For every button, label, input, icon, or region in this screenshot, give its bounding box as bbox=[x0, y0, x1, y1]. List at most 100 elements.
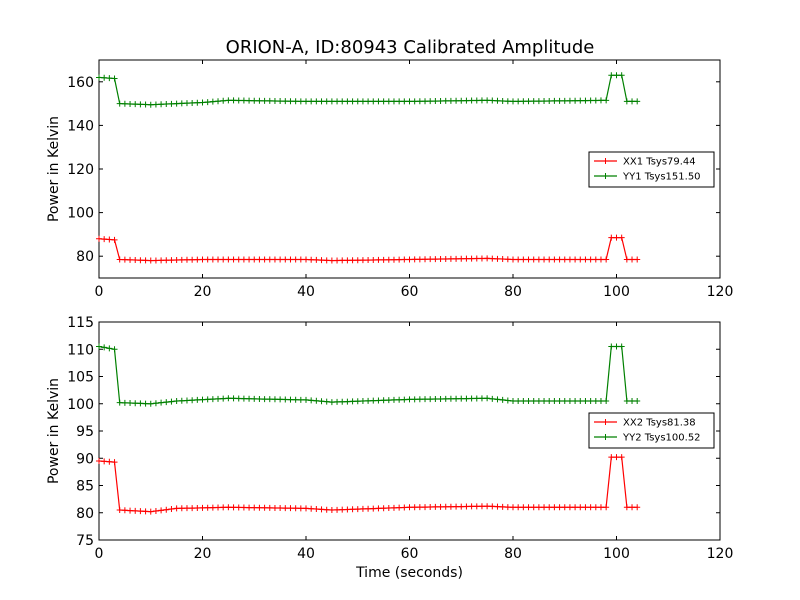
data-point bbox=[458, 503, 465, 510]
data-point bbox=[489, 503, 496, 510]
y-tick-label: 85 bbox=[76, 479, 94, 495]
data-point bbox=[266, 97, 273, 104]
data-point bbox=[96, 74, 102, 81]
data-point bbox=[344, 398, 351, 405]
data-point bbox=[230, 256, 237, 263]
data-point bbox=[406, 504, 413, 511]
data-point bbox=[359, 98, 366, 105]
data-point bbox=[422, 98, 429, 105]
data-point bbox=[577, 504, 584, 511]
data-point bbox=[127, 256, 134, 263]
data-point bbox=[168, 100, 175, 107]
data-point bbox=[587, 97, 594, 104]
data-point bbox=[406, 256, 413, 263]
data-point bbox=[427, 98, 434, 105]
data-point bbox=[375, 98, 382, 105]
data-point bbox=[292, 396, 299, 403]
data-point bbox=[530, 504, 537, 511]
data-point bbox=[359, 505, 366, 512]
data-point bbox=[287, 396, 294, 403]
x-tick-label: 100 bbox=[603, 284, 630, 300]
data-point bbox=[235, 256, 242, 263]
data-point bbox=[566, 256, 573, 263]
data-point bbox=[390, 504, 397, 511]
data-point bbox=[287, 256, 294, 263]
data-point bbox=[468, 395, 475, 402]
data-point bbox=[370, 505, 377, 512]
data-point bbox=[597, 97, 604, 104]
data-point bbox=[525, 504, 532, 511]
data-point bbox=[623, 504, 630, 511]
data-point bbox=[303, 396, 309, 403]
data-point bbox=[365, 98, 372, 105]
data-point bbox=[101, 458, 108, 465]
x-tick-label: 120 bbox=[707, 546, 734, 562]
data-point bbox=[152, 257, 159, 264]
data-point bbox=[271, 504, 278, 511]
data-point bbox=[396, 98, 403, 105]
data-point bbox=[390, 396, 397, 403]
data-point bbox=[313, 506, 320, 513]
data-point bbox=[396, 504, 403, 511]
data-point bbox=[246, 256, 253, 263]
x-tick-label: 40 bbox=[297, 546, 315, 562]
data-point bbox=[308, 505, 315, 512]
data-point bbox=[163, 257, 170, 264]
data-point bbox=[385, 397, 392, 404]
data-point bbox=[354, 98, 361, 105]
data-point bbox=[277, 256, 284, 263]
data-point bbox=[613, 454, 620, 461]
data-point bbox=[468, 97, 475, 104]
x-tick-label: 80 bbox=[504, 284, 522, 300]
data-point bbox=[106, 75, 113, 82]
data-point bbox=[530, 398, 537, 405]
data-point bbox=[287, 505, 294, 512]
data-point bbox=[308, 98, 315, 105]
data-point bbox=[142, 257, 149, 264]
data-point bbox=[354, 506, 361, 513]
data-point bbox=[437, 395, 444, 402]
data-point bbox=[178, 397, 185, 404]
data-point bbox=[494, 503, 501, 510]
data-point bbox=[308, 397, 315, 404]
data-point bbox=[189, 505, 196, 512]
data-point bbox=[572, 504, 579, 511]
data-point bbox=[137, 508, 144, 515]
data-point bbox=[603, 504, 610, 511]
data-point bbox=[520, 504, 527, 511]
data-point bbox=[494, 255, 501, 262]
data-point bbox=[323, 506, 330, 513]
data-point bbox=[121, 256, 128, 263]
data-point bbox=[468, 503, 475, 510]
data-point bbox=[618, 454, 625, 461]
data-point bbox=[235, 97, 242, 104]
data-point bbox=[339, 506, 346, 513]
data-point bbox=[132, 507, 139, 514]
data-point bbox=[515, 256, 522, 263]
data-point bbox=[106, 458, 113, 465]
data-point bbox=[251, 256, 258, 263]
data-point bbox=[489, 255, 496, 262]
data-point bbox=[478, 97, 485, 104]
data-point bbox=[478, 503, 485, 510]
data-point bbox=[344, 98, 351, 105]
data-point bbox=[478, 255, 485, 262]
data-point bbox=[437, 97, 444, 104]
data-point bbox=[603, 398, 610, 405]
data-point bbox=[215, 256, 222, 263]
data-point bbox=[365, 397, 372, 404]
data-point bbox=[494, 396, 501, 403]
data-point bbox=[96, 343, 102, 350]
data-point bbox=[266, 396, 273, 403]
data-point bbox=[204, 396, 211, 403]
data-point bbox=[251, 97, 258, 104]
data-point bbox=[147, 257, 154, 264]
data-point bbox=[463, 97, 470, 104]
data-point bbox=[566, 398, 573, 405]
y-tick-label: 100 bbox=[67, 397, 94, 413]
data-point bbox=[277, 98, 284, 105]
data-point bbox=[370, 397, 377, 404]
data-point bbox=[390, 256, 397, 263]
data-point bbox=[173, 100, 180, 107]
